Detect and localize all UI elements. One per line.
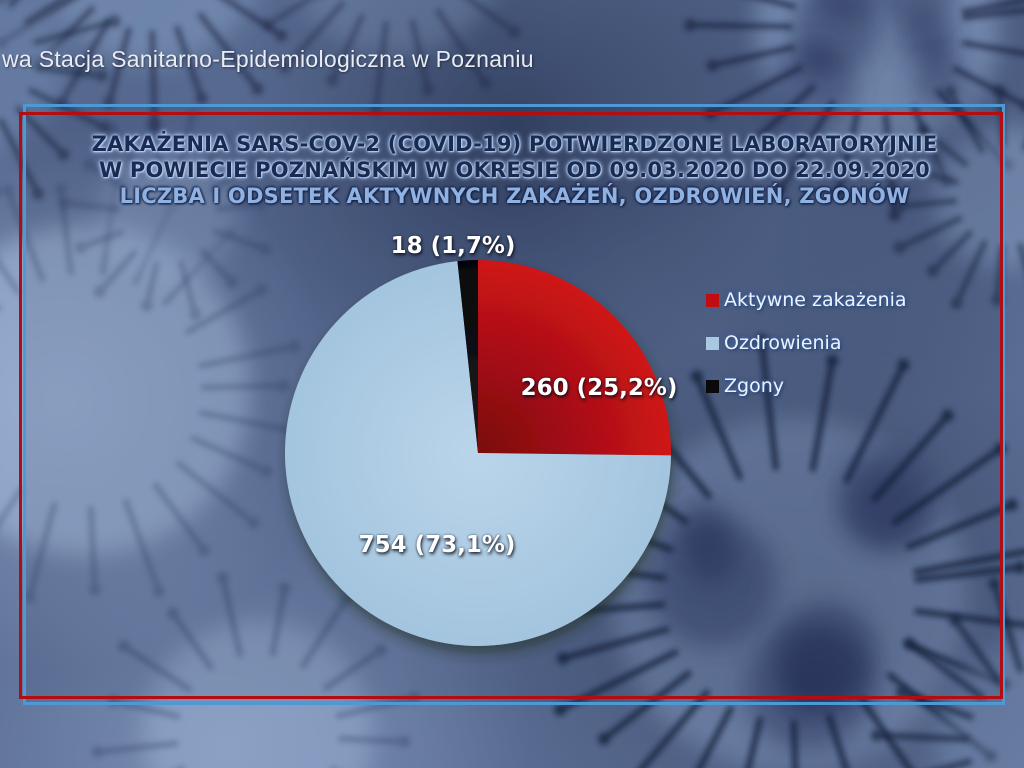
legend-item-ozdrowienia: Ozdrowienia	[706, 332, 907, 354]
chart-title-line2: W POWIECIE POZNAŃSKIM W OKRESIE OD 09.03…	[99, 158, 930, 182]
legend-swatch-black-icon	[706, 379, 719, 393]
legend-swatch-red-icon	[706, 293, 719, 307]
pie-chart	[284, 260, 671, 647]
legend-label: Zgony	[724, 375, 784, 397]
chart-subtitle: LICZBA I ODSETEK AKTYWNYCH ZAKAŻEŃ, OZDR…	[119, 184, 910, 208]
pie-label-aktywne-zakazenia: 260 (25,2%)	[520, 375, 678, 401]
virus-particle-icon	[59, 109, 272, 321]
legend-label: Aktywne zakażenia	[724, 289, 907, 311]
chart-legend: Aktywne zakażenia Ozdrowienia Zgony	[706, 289, 907, 419]
pie-label-zgony: 18 (1,7%)	[390, 233, 516, 259]
virus-particle-icon	[262, 0, 521, 115]
pie-slice-1	[284, 261, 671, 647]
pie-label-ozdrowienia: 754 (73,1%)	[358, 532, 516, 558]
legend-item-zgony: Zgony	[706, 375, 907, 397]
chart-title: ZAKAŻENIA SARS-COV-2 (COVID-19) POTWIERD…	[24, 131, 1005, 209]
frame-border-red	[19, 112, 1003, 699]
chart-title-line1: ZAKAŻENIA SARS-COV-2 (COVID-19) POTWIERD…	[91, 132, 938, 156]
pie-slice-0	[478, 260, 671, 456]
pie-slice-2	[457, 260, 478, 453]
legend-item-aktywne-zakazenia: Aktywne zakażenia	[706, 289, 907, 311]
page-header: wa Stacja Sanitarno-Epidemiologiczna w P…	[2, 46, 534, 72]
legend-swatch-lightblue-icon	[706, 336, 719, 350]
legend-label: Ozdrowienia	[724, 332, 842, 354]
